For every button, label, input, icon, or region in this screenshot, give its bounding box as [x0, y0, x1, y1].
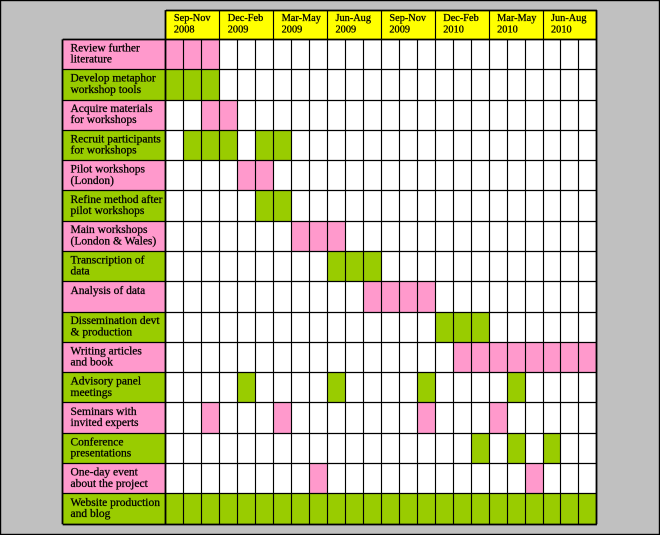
svg-text:and blog: and blog	[71, 508, 111, 520]
svg-text:Refine method after: Refine method after	[71, 194, 163, 206]
svg-text:pilot workshops: pilot workshops	[71, 205, 145, 217]
svg-text:Sep-Nov: Sep-Nov	[174, 13, 211, 24]
svg-text:invited experts: invited experts	[71, 417, 140, 429]
svg-text:Dissemination devt: Dissemination devt	[71, 315, 161, 327]
svg-text:2010: 2010	[551, 25, 572, 36]
svg-text:Jun-Aug: Jun-Aug	[551, 13, 586, 24]
svg-text:2009: 2009	[336, 25, 357, 36]
svg-text:Sep-Nov: Sep-Nov	[389, 13, 426, 24]
svg-text:One-day event: One-day event	[71, 467, 139, 479]
svg-text:presentations: presentations	[71, 448, 132, 460]
svg-text:workshop tools: workshop tools	[71, 84, 142, 96]
svg-text:literature: literature	[71, 54, 113, 66]
svg-text:Conference: Conference	[71, 436, 124, 448]
svg-text:meetings: meetings	[71, 387, 113, 399]
svg-text:2009: 2009	[228, 25, 249, 36]
svg-text:2010: 2010	[443, 25, 464, 36]
svg-text:Advisory panel: Advisory panel	[71, 376, 142, 388]
svg-text:Website production: Website production	[71, 497, 161, 509]
svg-text:Pilot workshops: Pilot workshops	[71, 164, 146, 176]
svg-text:Seminars with: Seminars with	[71, 406, 137, 418]
svg-text:data: data	[71, 266, 90, 278]
svg-text:& production: & production	[71, 326, 133, 338]
svg-text:2008: 2008	[174, 25, 195, 36]
svg-text:Analysis of data: Analysis of data	[71, 285, 146, 297]
svg-text:Jun-Aug: Jun-Aug	[336, 13, 371, 24]
svg-text:(London & Wales): (London & Wales)	[71, 235, 157, 247]
svg-text:2010: 2010	[497, 25, 518, 36]
svg-text:Writing articles: Writing articles	[71, 345, 143, 357]
svg-text:Main workshops: Main workshops	[71, 224, 149, 236]
svg-text:Mar-May: Mar-May	[282, 13, 322, 24]
svg-text:and book: and book	[71, 357, 114, 369]
svg-text:Recruit participants: Recruit participants	[71, 133, 162, 145]
svg-text:2009: 2009	[282, 25, 303, 36]
svg-text:Transcription of: Transcription of	[71, 255, 145, 267]
svg-text:Mar-May: Mar-May	[497, 13, 537, 24]
svg-text:for workshops: for workshops	[71, 114, 138, 126]
svg-text:about the project: about the project	[71, 478, 149, 490]
svg-text:Acquire materials: Acquire materials	[71, 103, 154, 115]
svg-text:Dec-Feb: Dec-Feb	[443, 13, 478, 24]
svg-text:2009: 2009	[389, 25, 410, 36]
svg-text:(London): (London)	[71, 175, 115, 187]
svg-text:Develop metaphor: Develop metaphor	[71, 73, 156, 85]
svg-text:Dec-Feb: Dec-Feb	[228, 13, 263, 24]
svg-text:for workshops: for workshops	[71, 145, 138, 157]
svg-text:Review further: Review further	[71, 42, 140, 54]
